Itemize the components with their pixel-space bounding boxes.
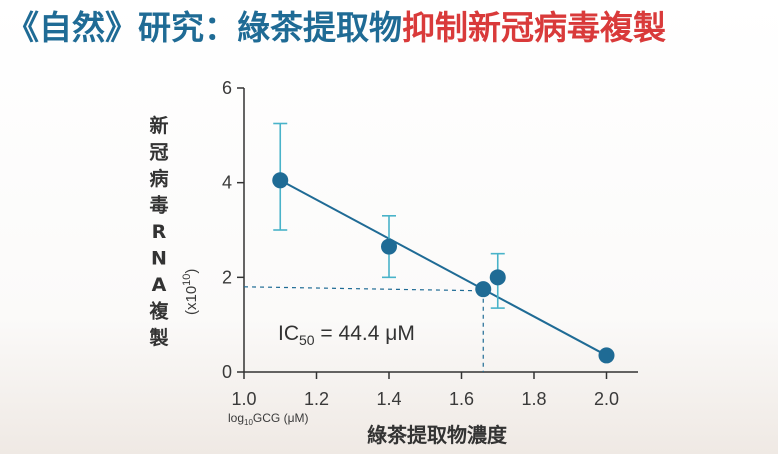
data-point [475,281,492,298]
fit-line-group [279,179,607,357]
fit-line [279,179,607,357]
y-label-char: 毒 [149,194,168,217]
y-tick-label: 2 [222,267,232,287]
data-point [598,347,615,364]
y-label-char: 複 [148,300,169,323]
ic50-annotation: IC50 = 44.4 μM [278,322,415,348]
data-point [272,172,289,189]
ic50-guides [243,286,484,372]
x-tick-label: 1.8 [521,389,546,409]
y-tick-label: 6 [222,78,232,98]
y-tick-label: 4 [222,173,232,193]
chart-axes [243,88,638,373]
y-tick-label: 0 [222,362,232,382]
x-axis-sublabel: log10GCG (μM) [228,411,309,427]
title-part-2: 抑制新冠病毒複製 [402,8,666,47]
data-point [381,238,397,255]
x-ticks: 1.0 1.2 1.4 1.6 1.8 2.0 [231,372,619,409]
y-axis-unit: (x1010) [181,269,200,315]
ic50-horizontal-guide [243,286,484,292]
data-points [272,172,615,364]
y-label-char: 新 [149,114,168,137]
y-label-char: N [151,248,167,270]
x-tick-label: 1.6 [449,389,474,409]
y-label-char: 製 [148,327,168,349]
x-tick-label: 1.4 [376,389,401,409]
y-ticks: 0 2 4 6 [222,78,244,382]
x-tick-label: 1.0 [231,389,256,409]
x-tick-label: 2.0 [594,389,619,409]
data-point [489,269,506,286]
chart-title: 《自然》研究：綠茶提取物抑制新冠病毒複製 [6,6,772,50]
y-label-char: R [152,221,167,243]
title-part-1: 《自然》研究：綠茶提取物 [6,8,402,47]
x-axis-label: 綠茶提取物濃度 [367,423,508,447]
y-label-char: 冠 [149,142,168,164]
y-label-char: A [152,274,167,296]
y-label-char: 病 [149,167,168,190]
x-tick-label: 1.2 [304,389,329,409]
error-bars [273,122,505,309]
